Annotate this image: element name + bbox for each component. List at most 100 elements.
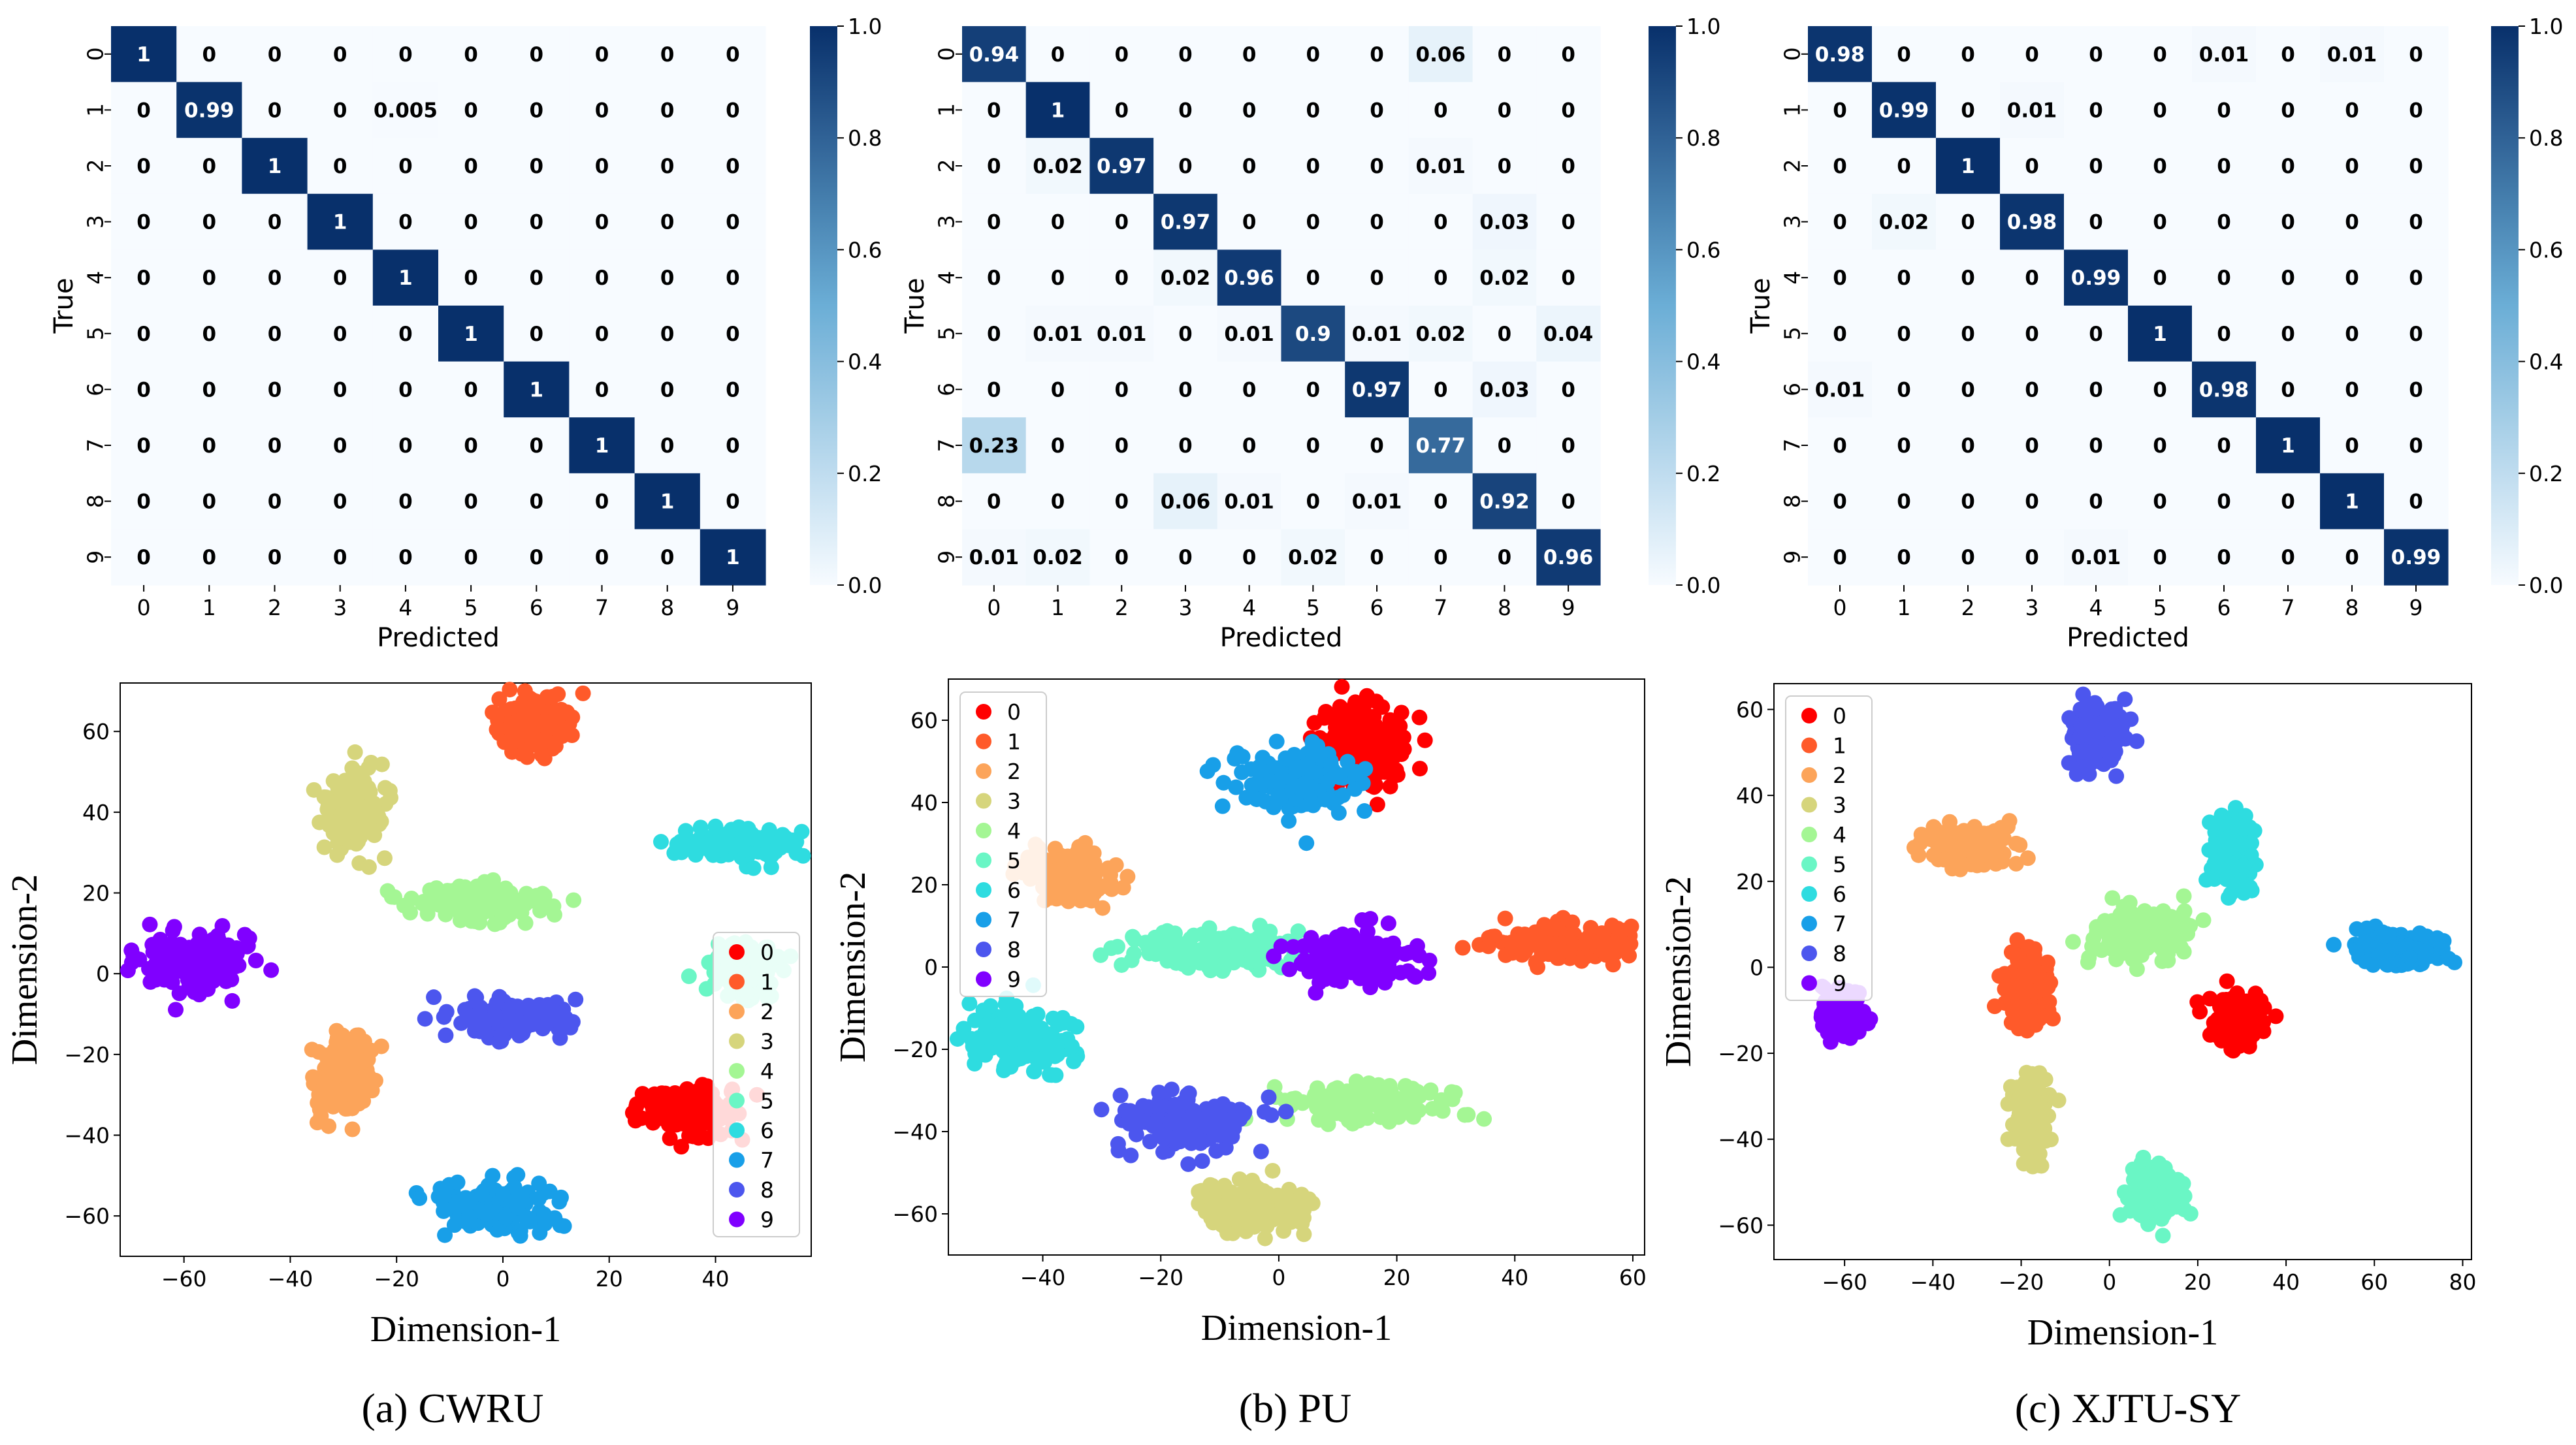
tsne-point <box>1517 931 1534 947</box>
tsne-x-tick-label: 0 <box>1272 1265 1285 1290</box>
cm-cell-label: 0 <box>530 155 544 178</box>
tsne-point <box>1103 875 1119 891</box>
tsne-point <box>404 891 420 907</box>
cm-cell <box>634 529 701 586</box>
cm-cell <box>1472 417 1537 474</box>
tsne-point <box>1176 1095 1192 1111</box>
legend-marker <box>729 1211 745 1228</box>
cm-x-tick-label: 9 <box>1562 595 1575 620</box>
tsne-point <box>1249 791 1265 808</box>
tsne-point <box>989 1030 1005 1047</box>
cm-cell <box>1217 193 1282 250</box>
cm-cell <box>1872 306 1937 362</box>
tsne-point <box>1274 1198 1291 1214</box>
cm-y-axis-label: True <box>1746 278 1776 334</box>
cm-cell <box>2128 417 2193 474</box>
cm-cell <box>2320 193 2385 250</box>
cm-cell <box>1472 529 1537 586</box>
tsne-point <box>1078 879 1095 895</box>
cm-cell <box>1936 361 2001 418</box>
cm-cell-label: 0 <box>1051 266 1065 290</box>
cm-cell-label: 0.99 <box>2071 266 2121 290</box>
legend-marker <box>976 733 991 750</box>
tsne-point <box>361 859 377 875</box>
colorbar-tick-label: 0.0 <box>848 573 882 598</box>
cm-cell-label: 0 <box>333 546 347 569</box>
tsne-point <box>1326 1081 1342 1098</box>
cm-cell-label: 0 <box>2217 211 2231 234</box>
cm-cell-label: 0 <box>1897 43 1911 67</box>
cm-cell <box>1153 249 1218 306</box>
cm-cell-label: 1 <box>660 490 675 514</box>
tsne-point <box>481 890 497 906</box>
cm-cell <box>634 82 701 138</box>
tsne-point <box>1330 804 1347 821</box>
cm-cell <box>2128 529 2193 586</box>
cm-cell-label: 0.02 <box>1161 266 1211 290</box>
tsne-y-axis-label: Dimension-2 <box>833 872 873 1062</box>
tsne-point <box>566 892 582 908</box>
cm-cell-label: 0 <box>2153 546 2167 569</box>
tsne-point <box>432 1181 449 1197</box>
cm-cell <box>176 193 242 250</box>
cm-cell <box>1872 193 1937 250</box>
legend-label: 2 <box>1007 759 1021 784</box>
cm-cell <box>1025 361 1090 418</box>
tsne-point <box>318 789 334 806</box>
cm-cell <box>1936 473 2001 530</box>
tsne-point <box>1974 846 1990 862</box>
tsne-x-tick-label: 0 <box>496 1266 509 1292</box>
cm-cell <box>1089 417 1154 474</box>
cm-cell <box>2384 249 2449 306</box>
tsne-point <box>1270 787 1287 804</box>
cm-y-tick-label: 6 <box>1780 383 1805 396</box>
cm-cell-label: 0.04 <box>1543 323 1594 346</box>
tsne-point <box>1264 1162 1281 1179</box>
cm-cell-label: 0 <box>137 99 151 122</box>
cm-cell <box>111 193 177 250</box>
tsne-point <box>1411 709 1428 725</box>
tsne-plot-cwru: −60 −40 −20 0 20 40−60−40−200204060Dimension-… <box>5 682 812 1350</box>
tsne-point <box>348 1027 364 1043</box>
cm-cell <box>1472 26 1537 83</box>
colorbar <box>2491 26 2519 585</box>
cm-cell-label: 0 <box>2089 434 2103 458</box>
cm-cell-label: 0 <box>2217 546 2231 569</box>
tsne-point <box>1393 964 1409 981</box>
cm-cell <box>111 82 177 138</box>
tsne-point <box>1031 1024 1047 1040</box>
cm-cell-label: 0 <box>2153 99 2167 122</box>
cm-cell-label: 0 <box>333 434 347 458</box>
cm-cell-label: 1 <box>726 546 740 569</box>
cm-cell <box>1872 138 1937 195</box>
cm-cell <box>1808 249 1873 306</box>
cm-cell <box>242 249 308 306</box>
cm-cell-label: 0 <box>2281 546 2295 569</box>
cm-x-tick-label: 4 <box>2089 595 2103 620</box>
tsne-point <box>1093 1102 1110 1118</box>
cm-cell-label: 0 <box>2409 266 2423 290</box>
cm-cell <box>569 82 636 138</box>
cm-cell-label: 0 <box>398 323 413 346</box>
cm-cell-label: 0 <box>2409 99 2423 122</box>
tsne-point <box>344 760 361 776</box>
cm-cell <box>1808 193 1873 250</box>
colorbar-tick-label: 1.0 <box>1686 14 1720 39</box>
tsne-point <box>1335 787 1351 803</box>
cm-cell <box>1936 249 2001 306</box>
tsne-point <box>1417 732 1433 748</box>
cm-cell-label: 0 <box>2217 155 2231 178</box>
tsne-point <box>1377 974 1393 991</box>
tsne-point <box>1008 998 1024 1014</box>
cm-cell <box>1472 306 1537 362</box>
confusion-matrix-xjtu: 0.98 0 0 0 0 0 0.01 0 0.01 00 0.99 0 0.01 0 0 0 0 0 00 0 1 0 0… <box>1746 14 2563 653</box>
cm-cell-label: 0 <box>1114 378 1129 402</box>
cm-cell-label: 0 <box>1242 378 1257 402</box>
cm-cell <box>2128 249 2193 306</box>
cm-cell <box>1472 249 1537 306</box>
cm-cell-label: 0 <box>2217 99 2231 122</box>
cm-x-tick-label: 0 <box>137 595 151 620</box>
tsne-point <box>177 950 193 966</box>
legend-marker <box>729 1033 745 1049</box>
tsne-point <box>419 902 436 918</box>
